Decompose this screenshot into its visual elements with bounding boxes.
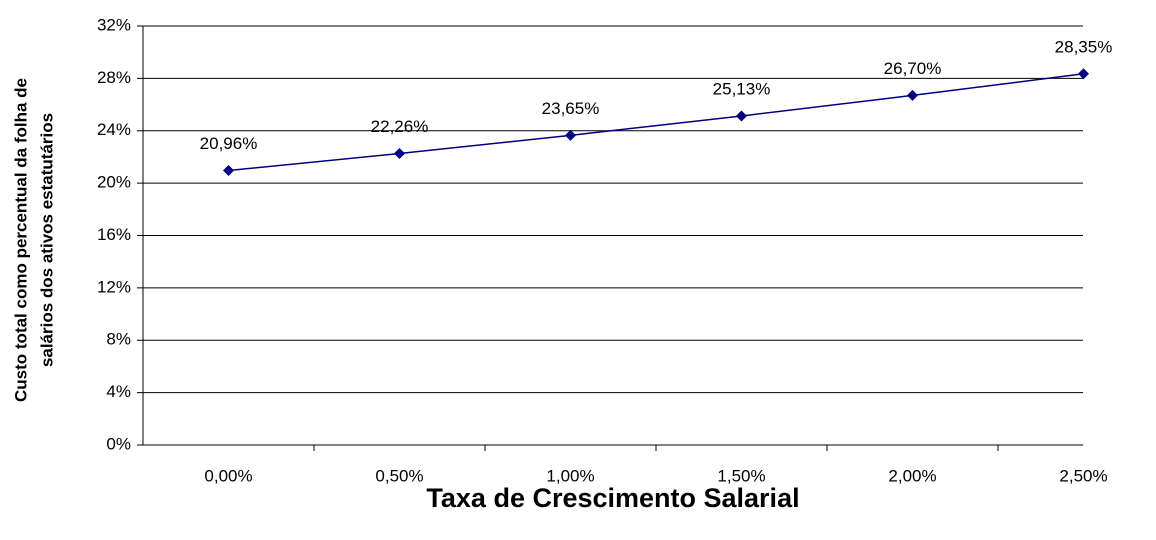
data-label: 22,26% (371, 117, 429, 136)
x-axis-label: Taxa de Crescimento Salarial (426, 483, 799, 513)
y-tick-label: 12% (97, 277, 131, 296)
data-label: 23,65% (542, 99, 600, 118)
x-tick-label: 1,00% (546, 466, 594, 485)
y-tick-label: 24% (97, 120, 131, 139)
data-label: 28,35% (1055, 37, 1113, 56)
y-tick-label: 4% (106, 382, 131, 401)
data-point (907, 89, 918, 101)
y-axis-label: salários dos ativos estatutários (37, 113, 56, 367)
y-tick-label: 20% (97, 173, 131, 192)
data-point (565, 129, 576, 141)
series-line (228, 73, 1084, 172)
x-tick-label: 2,50% (1059, 466, 1107, 485)
y-tick-label: 32% (97, 15, 131, 34)
data-label: 26,70% (884, 59, 942, 78)
x-tick-label: 0,50% (375, 466, 423, 485)
y-tick-label: 16% (97, 225, 131, 244)
data-point (223, 165, 234, 177)
x-tick-label: 2,00% (888, 466, 936, 485)
x-tick-label: 0,00% (204, 466, 252, 485)
y-tick-label: 0% (106, 434, 131, 453)
data-label: 25,13% (713, 79, 771, 98)
y-tick-label: 8% (106, 330, 131, 349)
data-point (1078, 68, 1089, 80)
data-label: 20,96% (200, 134, 258, 153)
y-tick-label: 28% (97, 68, 131, 87)
data-point (394, 148, 405, 160)
y-axis-label: Custo total como percentual da folha de (11, 78, 30, 402)
x-tick-label: 1,50% (717, 466, 765, 485)
data-point (736, 110, 747, 122)
